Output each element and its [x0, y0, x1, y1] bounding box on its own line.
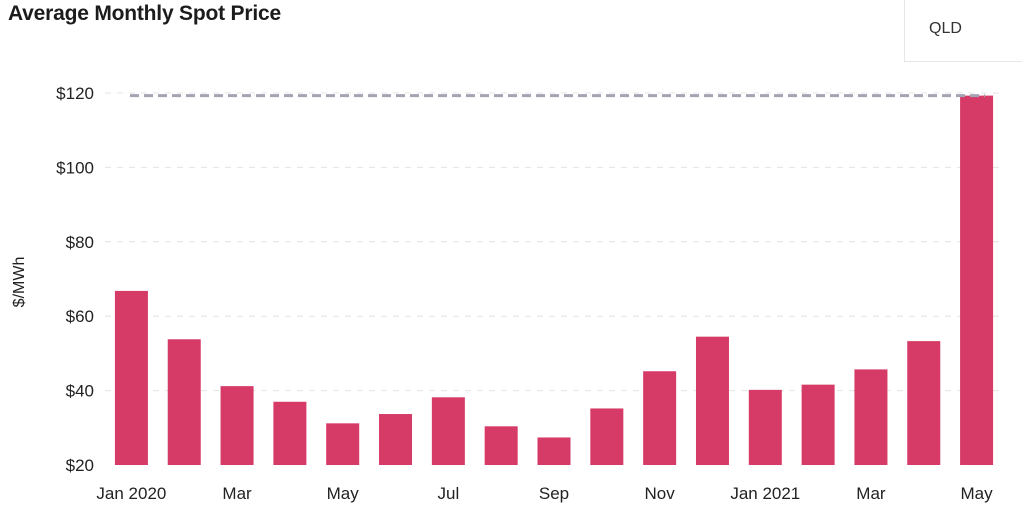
bar[interactable]: [220, 386, 254, 465]
y-axis-label: $/MWh: [11, 257, 28, 308]
bar[interactable]: [326, 423, 360, 465]
y-tick-label: $100: [56, 158, 94, 177]
bar[interactable]: [537, 437, 571, 465]
bar[interactable]: [960, 95, 994, 465]
bar[interactable]: [273, 401, 307, 465]
x-tick-label: Sep: [539, 484, 569, 503]
region-selector[interactable]: QLD: [904, 0, 1022, 62]
bar[interactable]: [114, 290, 148, 465]
x-tick-label: Jul: [437, 484, 459, 503]
bar[interactable]: [854, 369, 888, 465]
x-tick-label: Mar: [222, 484, 252, 503]
x-tick-label: Jan 2021: [730, 484, 800, 503]
x-tick-label: Jan 2020: [96, 484, 166, 503]
grid-lines: [105, 92, 1003, 392]
bar[interactable]: [431, 397, 465, 465]
bar[interactable]: [590, 408, 624, 465]
bar[interactable]: [167, 339, 201, 465]
region-selector-value: QLD: [929, 20, 962, 37]
y-tick-label: $20: [66, 456, 94, 475]
x-tick-label: May: [327, 484, 360, 503]
bar[interactable]: [379, 414, 413, 465]
bar[interactable]: [907, 341, 941, 465]
bar[interactable]: [748, 389, 782, 465]
x-axis-ticks: Jan 2020 Mar May Jul Sep Nov Jan 2021 Mar May: [96, 484, 993, 503]
y-tick-label: $60: [66, 307, 94, 326]
x-tick-label: May: [961, 484, 994, 503]
y-axis-ticks: $20 $40 $60 $80 $100 $120: [56, 84, 94, 475]
bars: [114, 95, 994, 465]
bar[interactable]: [801, 384, 835, 465]
chart-title: Average Monthly Spot Price: [8, 2, 281, 25]
x-tick-label: Mar: [856, 484, 886, 503]
x-tick-label: Nov: [645, 484, 676, 503]
y-tick-label: $40: [66, 382, 94, 401]
bar[interactable]: [643, 371, 677, 465]
y-tick-label: $120: [56, 84, 94, 103]
bar[interactable]: [484, 426, 518, 465]
bar[interactable]: [695, 336, 729, 465]
y-tick-label: $80: [66, 233, 94, 252]
